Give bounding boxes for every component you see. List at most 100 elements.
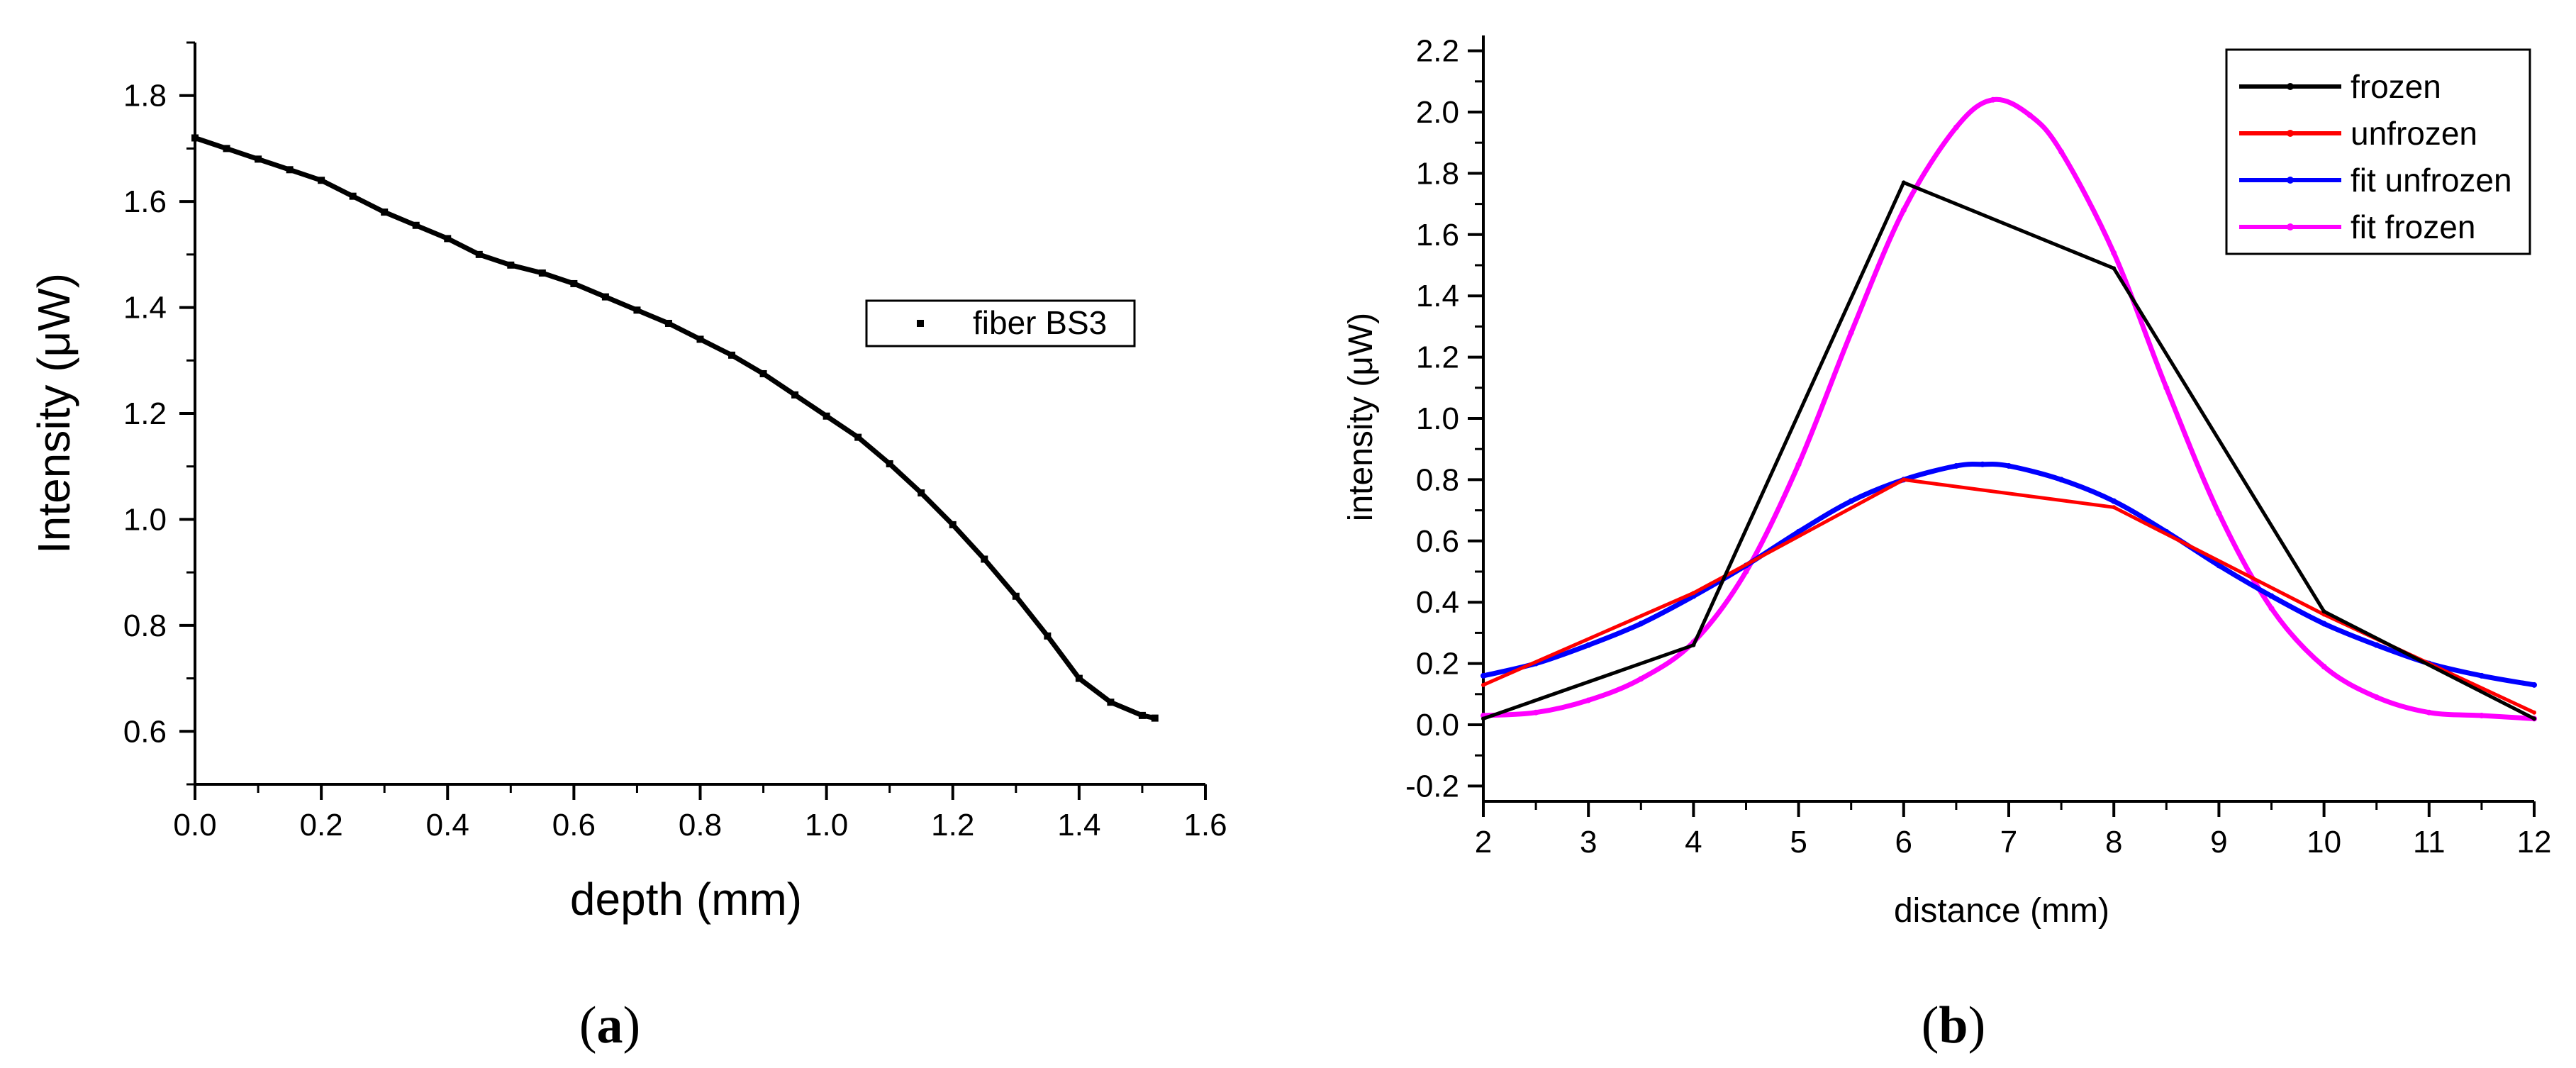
x-axis-label: depth (mm)	[570, 874, 802, 925]
data-point	[1743, 569, 1749, 574]
legend-marker-fiber-bs3	[917, 320, 924, 327]
y-tick-label: 0.2	[1416, 647, 1459, 682]
data-point	[2478, 672, 2485, 679]
legend: frozen unfrozen fit unfrozen fit frozen	[2225, 48, 2531, 255]
x-tick-label: 0.6	[552, 808, 596, 842]
data-point	[2426, 709, 2432, 716]
data-point	[1075, 674, 1083, 682]
data-point	[507, 261, 515, 269]
data-point	[1151, 714, 1159, 722]
data-point	[1638, 621, 1644, 627]
x-tick-label: 3	[1580, 825, 1597, 860]
data-point	[2111, 250, 2117, 256]
data-point	[2532, 716, 2536, 721]
y-tick-label: 1.2	[123, 396, 167, 431]
x-tick-label: 6	[1895, 825, 1912, 860]
data-point	[949, 521, 957, 528]
data-point	[1107, 699, 1115, 706]
x-tick-label: 0.8	[679, 808, 722, 842]
data-point	[2112, 505, 2117, 510]
data-point	[2321, 609, 2326, 614]
data-point	[381, 208, 389, 216]
data-point	[570, 279, 578, 287]
x-tick-label: 1.4	[1057, 808, 1100, 842]
data-point	[2111, 498, 2117, 504]
data-point	[981, 555, 988, 563]
y-tick-label: 0.8	[123, 608, 167, 643]
data-point	[1638, 676, 1644, 682]
data-point	[2268, 605, 2275, 611]
legend-label-fit-frozen: fit frozen	[2351, 208, 2475, 245]
y-tick-label: 0.4	[1416, 585, 1459, 620]
data-point	[2006, 462, 2012, 469]
data-point	[2531, 682, 2537, 688]
data-point	[1481, 672, 1486, 679]
data-point	[412, 221, 420, 229]
data-point	[1953, 124, 1959, 130]
data-point	[1012, 592, 1020, 600]
data-point	[2478, 713, 2485, 719]
y-tick-label: 1.4	[1416, 279, 1459, 313]
chart-a: 0.0 0.2 0.4 0.6 0.8 1.0 1.2 1.4 1.6 0.6 0.8 1.0 1.2 1…	[28, 41, 1227, 1055]
data-point	[1481, 716, 1485, 721]
legend-box	[2225, 48, 2531, 255]
legend-marker-fit-frozen	[2287, 223, 2294, 230]
data-point	[538, 269, 546, 277]
data-point	[664, 319, 672, 327]
x-tick-label: 2	[1475, 825, 1492, 860]
data-point	[444, 235, 452, 243]
data-point	[1953, 462, 1959, 469]
y-tick-label: 1.0	[123, 502, 167, 537]
data-point	[1901, 477, 1906, 482]
data-point	[2026, 112, 2033, 118]
data-point	[1901, 180, 1906, 185]
y-tick-label: 1.4	[123, 291, 167, 326]
data-point	[349, 192, 357, 200]
x-tick-label: 11	[2413, 825, 2446, 860]
data-point	[1585, 642, 1592, 648]
data-point	[2216, 510, 2222, 516]
x-tick-label: 1.6	[1183, 808, 1227, 842]
x-tick-label: 0.0	[173, 808, 216, 842]
x-tick-label: 4	[1685, 825, 1702, 860]
data-point	[2373, 642, 2380, 648]
data-point	[1900, 207, 1907, 213]
x-axis-label: distance (mm)	[1894, 892, 2109, 930]
data-point	[1138, 711, 1146, 719]
legend: fiber BS3	[865, 299, 1136, 347]
panel-label-a-letter: a	[597, 996, 623, 1055]
data-point	[886, 460, 893, 467]
legend-marker-unfrozen	[2287, 130, 2294, 137]
y-tick-label: 1.6	[1416, 218, 1459, 252]
y-tick-label: 1.8	[1416, 156, 1459, 191]
data-point	[696, 335, 704, 343]
y-tick-label: 2.0	[1416, 95, 1459, 130]
x-tick-label: 9	[2210, 825, 2227, 860]
y-tick-label: 2.2	[1416, 34, 1459, 69]
x-tick-label: 0.2	[300, 808, 343, 842]
data-point	[2373, 694, 2380, 701]
series-frozen-line	[1483, 180, 2536, 721]
data-point	[759, 369, 767, 377]
data-point	[2112, 266, 2117, 271]
y-tick-label: 0.8	[1416, 462, 1459, 497]
data-point	[823, 412, 830, 420]
data-point	[854, 433, 862, 441]
data-point	[286, 166, 294, 174]
legend-box	[865, 299, 1136, 347]
data-point	[1795, 461, 1802, 467]
legend-label-unfrozen: unfrozen	[2351, 115, 2477, 152]
data-point	[1795, 528, 1802, 535]
data-point	[633, 306, 641, 314]
y-tick-label: 1.8	[123, 79, 167, 113]
chart-b: 2 3 4 5 6 7 8 9 10 11 12 -0.2 0.0 0.2 0.4 0.6 0.8 1.0 1.2 1…	[1342, 34, 2551, 1055]
data-point	[2268, 593, 2275, 599]
y-tick-label: 0.6	[1416, 524, 1459, 559]
data-point	[191, 134, 199, 142]
data-point	[2321, 663, 2327, 669]
data-point	[791, 391, 799, 399]
x-tick-label: 10	[2307, 825, 2341, 860]
data-point	[1044, 632, 1052, 640]
x-tick-label: 1.0	[805, 808, 848, 842]
